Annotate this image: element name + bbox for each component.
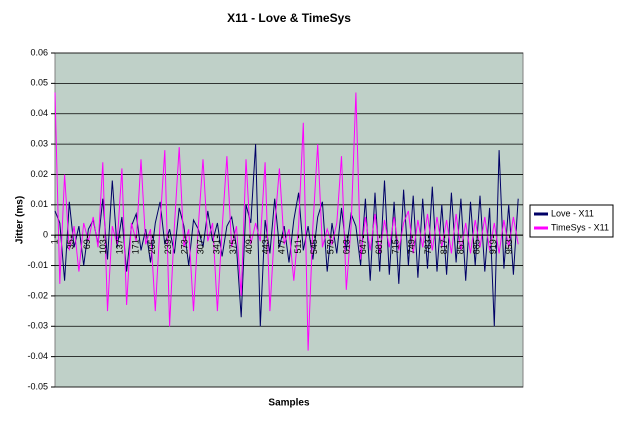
x-tick-label: 851 — [455, 239, 465, 254]
x-tick-label: 273 — [179, 239, 189, 254]
y-tick-label: 0.05 — [30, 78, 48, 88]
legend-label: TimeSys - X11 — [551, 222, 609, 232]
legend — [529, 204, 614, 238]
x-tick-label: 613 — [342, 239, 352, 254]
x-tick-label: 817 — [439, 239, 449, 254]
x-tick-label: 477 — [277, 239, 287, 254]
x-tick-label: 35 — [66, 239, 76, 249]
y-tick-label: 0 — [43, 230, 48, 240]
x-tick-label: 375 — [228, 239, 238, 254]
y-tick-label: 0.03 — [30, 138, 48, 148]
x-tick-label: 205 — [147, 239, 157, 254]
y-tick-label: 0.01 — [30, 199, 48, 209]
x-axis-label: Samples — [268, 398, 310, 409]
x-tick-label: 579 — [325, 239, 335, 254]
x-tick-label: 681 — [374, 239, 384, 254]
x-tick-label: 409 — [244, 239, 254, 254]
x-tick-label: 69 — [82, 239, 92, 249]
x-tick-label: 341 — [212, 239, 222, 254]
y-tick-label: 0.02 — [30, 169, 48, 179]
x-tick-label: 443 — [260, 239, 270, 254]
y-tick-label: -0.05 — [27, 381, 48, 391]
plot-area — [54, 52, 524, 388]
x-tick-label: 885 — [472, 239, 482, 254]
y-tick-label: -0.01 — [27, 260, 48, 270]
series-line — [54, 92, 519, 351]
x-tick-label: 239 — [163, 239, 173, 254]
chart-title: X11 - Love & TimeSys — [227, 11, 351, 25]
y-axis-label: Jitter (ms) — [15, 196, 26, 244]
x-tick-label: 103 — [98, 239, 108, 254]
x-tick-label: 749 — [407, 239, 417, 254]
x-tick-label: 171 — [131, 239, 141, 254]
y-tick-label: -0.02 — [27, 290, 48, 300]
y-tick-label: -0.04 — [27, 351, 48, 361]
x-tick-label: 545 — [309, 239, 319, 254]
x-tick-label: 307 — [196, 239, 206, 254]
x-tick-label: 137 — [114, 239, 124, 254]
y-tick-label: -0.03 — [27, 321, 48, 331]
legend-label: Love - X11 — [551, 208, 594, 218]
x-tick-label: 919 — [488, 239, 498, 254]
x-tick-label: 647 — [358, 239, 368, 254]
x-tick-label: 783 — [423, 239, 433, 254]
y-tick-label: 0.04 — [30, 108, 48, 118]
x-tick-label: 1 — [49, 239, 59, 244]
y-tick-label: 0.06 — [30, 47, 48, 57]
x-tick-label: 953 — [504, 239, 514, 254]
x-tick-label: 715 — [390, 239, 400, 254]
x-tick-label: 511 — [293, 239, 303, 253]
series-line — [54, 144, 519, 327]
